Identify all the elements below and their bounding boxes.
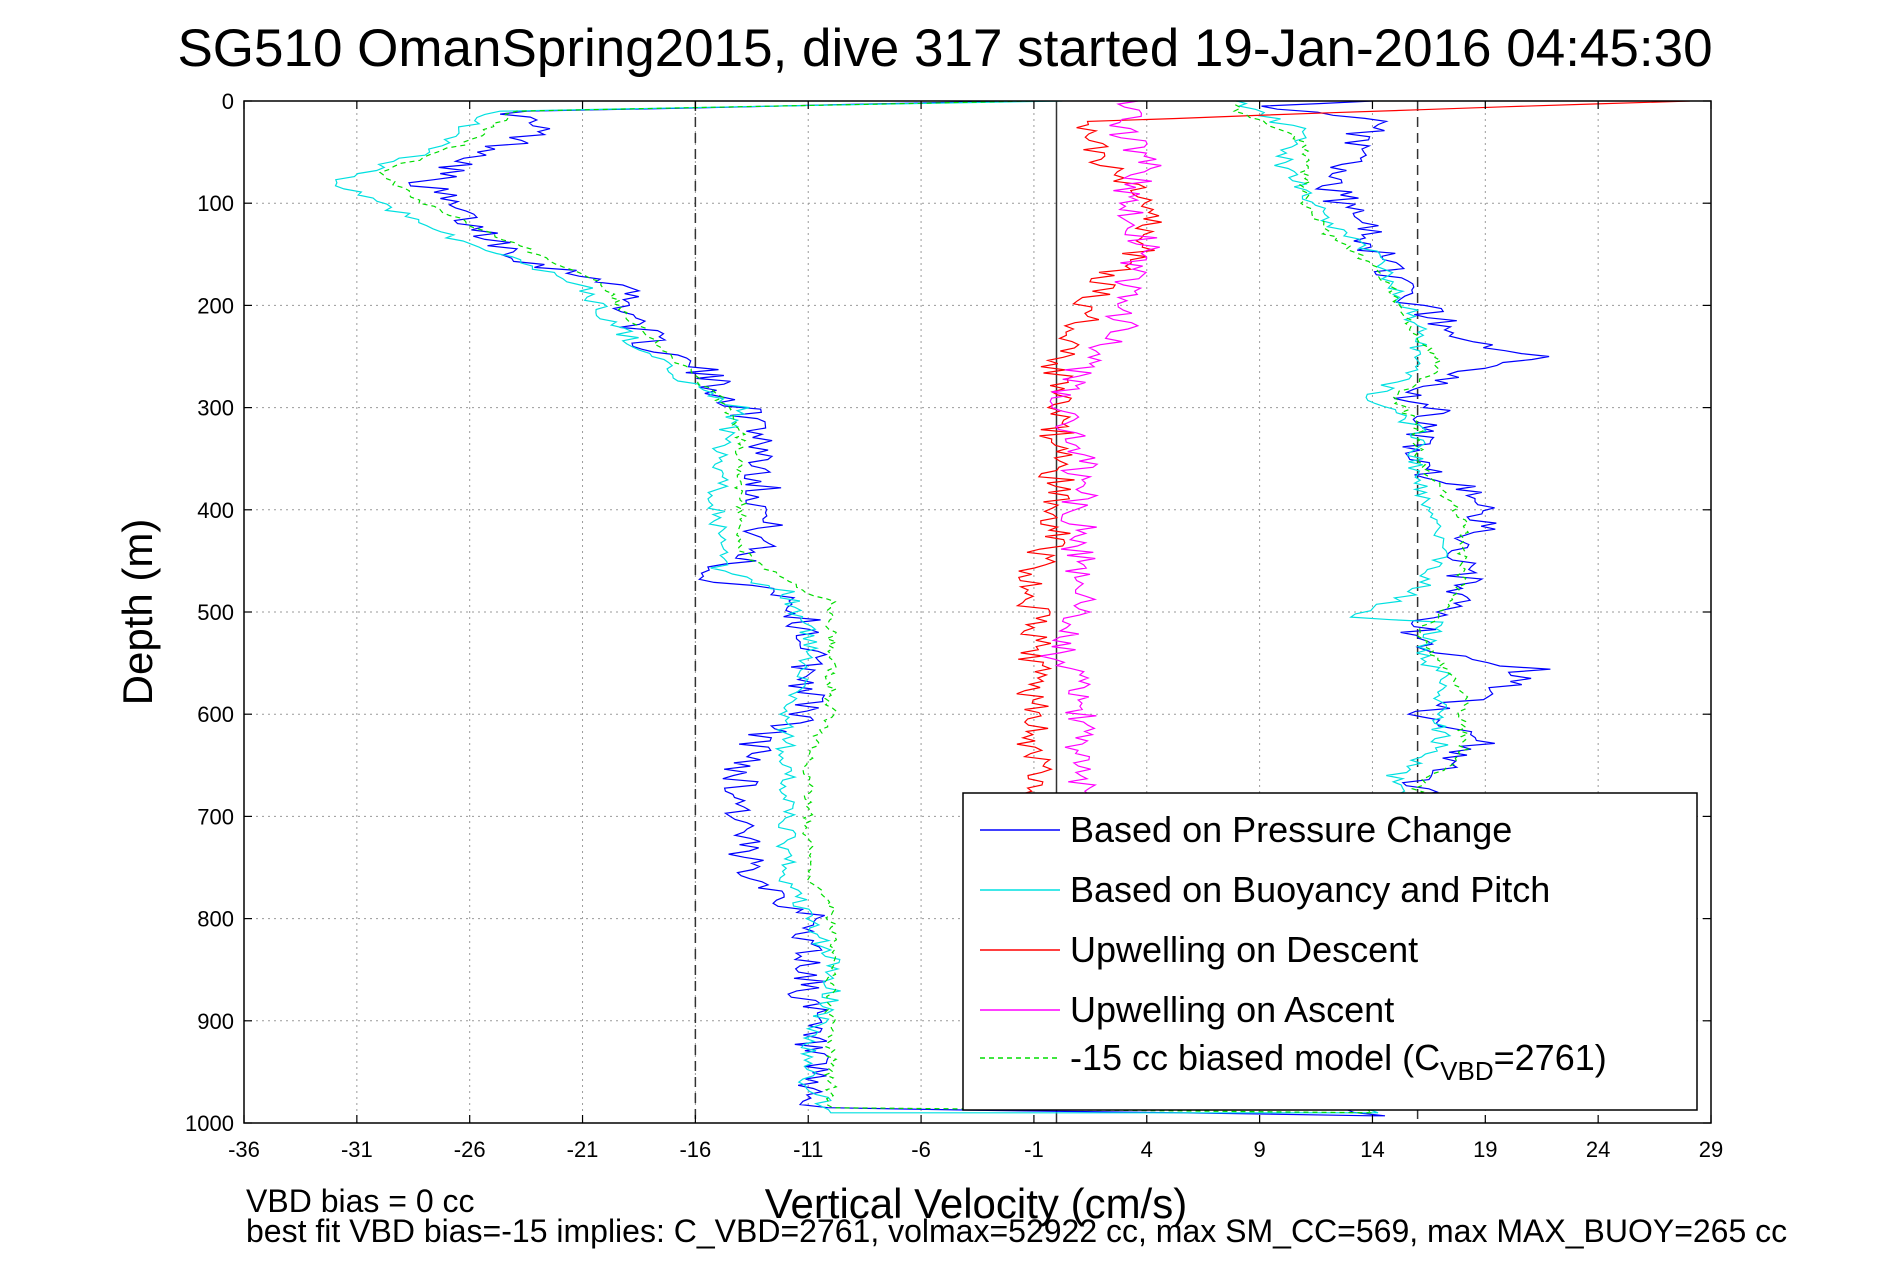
footer-best-fit: best fit VBD bias=-15 implies: C_VBD=276… <box>246 1213 1787 1249</box>
y-tick-label: 200 <box>197 293 234 318</box>
x-tick-label: -6 <box>911 1137 931 1162</box>
y-tick-label: 900 <box>197 1009 234 1034</box>
series-line <box>1015 101 1690 817</box>
legend-label: Upwelling on Descent <box>1070 929 1418 970</box>
legend-label: Based on Pressure Change <box>1070 809 1512 850</box>
x-tick-label: 9 <box>1253 1137 1265 1162</box>
series-line <box>1040 101 1162 817</box>
legend-label: -15 cc biased model (CVBD=2761) <box>1070 1037 1607 1086</box>
x-tick-label: 4 <box>1141 1137 1153 1162</box>
x-tick-label: -26 <box>454 1137 486 1162</box>
x-tick-label: -11 <box>793 1137 823 1162</box>
series-line <box>378 101 1470 1114</box>
y-tick-label: 600 <box>197 702 234 727</box>
x-tick-label: 24 <box>1586 1137 1610 1162</box>
legend-label: Upwelling on Ascent <box>1070 989 1394 1030</box>
y-axis-ticks: 0 100 200 300 400 500 600 700 800 900 1000 <box>185 89 1711 1136</box>
legend: Based on Pressure Change Based on Buoyanc… <box>962 792 1698 1111</box>
x-axis-ticks: -36 -31 -26 -21 -16 -11 -6 -1 4 9 14 19 24 29 <box>228 101 1723 1162</box>
x-tick-label: -36 <box>228 1137 260 1162</box>
x-tick-label: 29 <box>1699 1137 1723 1162</box>
x-tick-label: -21 <box>567 1137 599 1162</box>
legend-label: Based on Buoyancy and Pitch <box>1070 869 1550 910</box>
x-axis-label: Vertical Velocity (cm/s) <box>765 1180 1187 1227</box>
footer-vbd-bias: VBD bias = 0 cc <box>246 1183 475 1219</box>
x-tick-label: -31 <box>341 1137 373 1162</box>
y-tick-label: 1000 <box>185 1111 234 1136</box>
y-tick-label: 500 <box>197 600 234 625</box>
y-tick-label: 100 <box>197 191 234 216</box>
x-tick-label: -16 <box>679 1137 711 1162</box>
y-tick-label: 0 <box>222 89 234 114</box>
y-tick-label: 800 <box>197 907 234 932</box>
chart-title: SG510 OmanSpring2015, dive 317 started 1… <box>177 19 1712 78</box>
y-tick-label: 400 <box>197 498 234 523</box>
x-tick-label: -1 <box>1024 1137 1044 1162</box>
x-tick-label: 19 <box>1473 1137 1497 1162</box>
legend-box <box>962 792 1698 1111</box>
y-tick-label: 300 <box>197 396 234 421</box>
y-axis-label: Depth (m) <box>114 519 161 706</box>
y-tick-label: 700 <box>197 804 234 829</box>
x-tick-label: 14 <box>1360 1137 1384 1162</box>
